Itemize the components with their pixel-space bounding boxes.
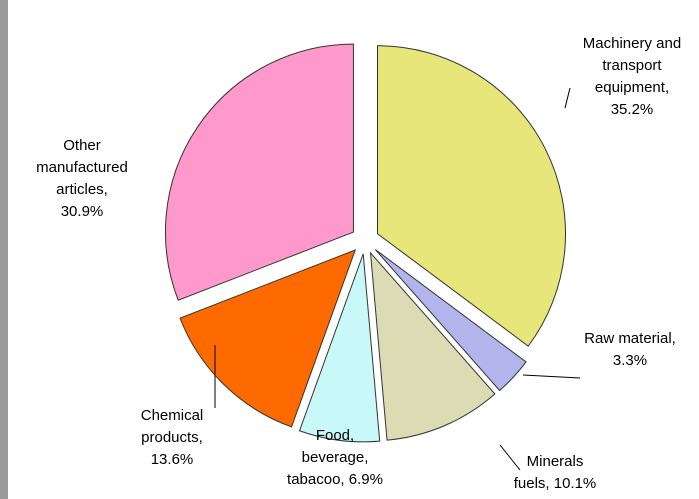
label-line: transport	[602, 57, 662, 74]
label-line: 13.6%	[151, 451, 194, 468]
label-line: 3.3%	[613, 352, 647, 369]
label-line: articles,	[56, 181, 108, 198]
pie-slice	[377, 45, 566, 347]
label-line: Raw material,	[584, 330, 676, 347]
slice-label: Other manufactured articles, 30.9%	[36, 137, 128, 220]
label-line: Minerals	[527, 453, 584, 470]
pie-slice	[369, 251, 496, 441]
label-line: Machinery and	[583, 35, 681, 52]
slice-label: Machinery and transport equipment, 35.2%	[583, 35, 681, 118]
pie-slice	[298, 253, 381, 443]
label-line: fuels, 10.1%	[514, 475, 597, 492]
leader-line	[522, 374, 581, 379]
label-line: Other	[63, 137, 101, 154]
slice-label: Chemical products, 13.6%	[141, 407, 204, 468]
pie-slice	[374, 249, 527, 392]
label-line: products,	[141, 429, 203, 446]
label-line: 35.2%	[611, 101, 654, 118]
leader-line	[499, 444, 521, 471]
label-line: Chemical	[141, 407, 204, 424]
slice-label: Raw material, 3.3%	[584, 330, 676, 369]
slice-label: Food, beverage, tabacoo, 6.9%	[287, 427, 383, 488]
label-line: beverage,	[302, 449, 369, 466]
leader-line	[564, 87, 571, 109]
pie-slice	[179, 249, 357, 428]
label-line: tabacoo, 6.9%	[287, 471, 383, 488]
side-strip	[0, 0, 8, 499]
label-line: equipment,	[595, 79, 669, 96]
pie-slice	[164, 43, 354, 301]
label-line: Food,	[316, 427, 354, 444]
label-line: manufactured	[36, 159, 128, 176]
label-line: 30.9%	[61, 203, 104, 220]
slice-label: Minerals fuels, 10.1%	[514, 453, 597, 492]
